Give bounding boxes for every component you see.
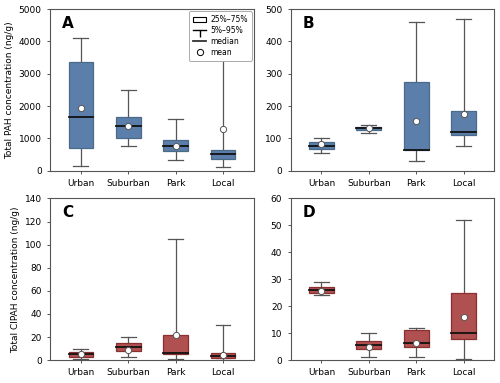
Y-axis label: Total PAH concentration (ng/g): Total PAH concentration (ng/g) <box>6 21 15 159</box>
Bar <box>164 335 188 354</box>
Bar <box>68 352 93 357</box>
Bar <box>116 117 140 138</box>
Bar <box>404 331 428 347</box>
Bar <box>404 82 428 150</box>
Bar <box>164 140 188 151</box>
Bar <box>68 62 93 148</box>
Bar <box>356 127 381 129</box>
Bar <box>309 287 334 293</box>
Text: D: D <box>303 205 316 220</box>
Bar <box>452 293 476 339</box>
Bar <box>211 150 236 159</box>
Bar <box>309 142 334 149</box>
Text: C: C <box>62 205 74 220</box>
Text: A: A <box>62 16 74 31</box>
Bar <box>116 343 140 351</box>
Text: B: B <box>303 16 314 31</box>
Legend: 25%–75%, 5%–95%, median, mean: 25%–75%, 5%–95%, median, mean <box>189 11 252 61</box>
Y-axis label: Total ClPAH concentration (ng/g): Total ClPAH concentration (ng/g) <box>12 206 20 352</box>
Bar <box>211 353 236 358</box>
Bar <box>356 341 381 349</box>
Bar <box>452 111 476 135</box>
